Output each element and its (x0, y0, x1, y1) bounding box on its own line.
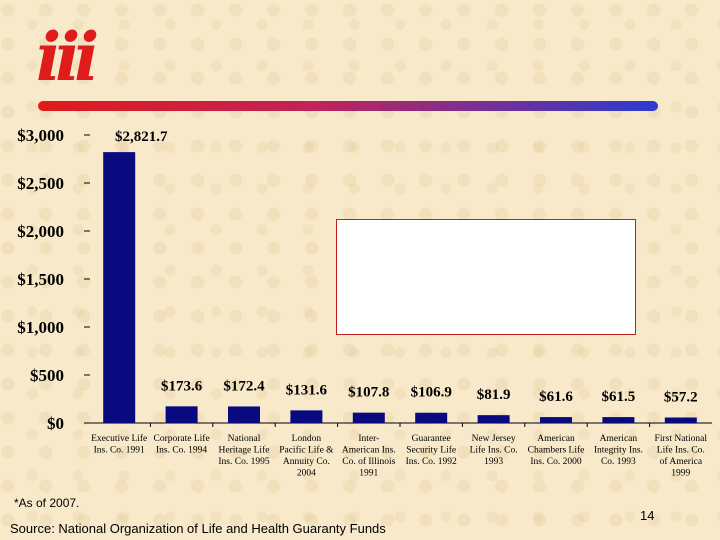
y-tick-label: $2,000 (17, 222, 64, 241)
y-tick-label: $1,000 (17, 318, 64, 337)
x-tick-label: National Heritage Life Ins. Co. 1995 (218, 434, 269, 467)
data-label: $57.2 (664, 390, 698, 406)
bar (664, 417, 697, 423)
footnote: *As of 2007. (14, 496, 80, 510)
bar (602, 417, 635, 423)
x-tick-label: American Chambers Life Ins. Co. 2000 (528, 434, 585, 467)
x-tick-label: First National Life Ins. Co. of America 199… (655, 434, 708, 479)
data-label: $61.6 (539, 389, 573, 405)
data-label: $172.4 (223, 378, 265, 394)
x-tick-label: American Integrity Ins. Co. 1993 (594, 434, 643, 467)
data-label: $107.8 (348, 385, 389, 401)
x-tick-label: Inter-American Ins. Co. of Illinois 1991 (342, 434, 396, 479)
y-tick-label: $1,500 (17, 270, 64, 289)
bar (477, 415, 510, 423)
data-label: $173.6 (161, 378, 203, 394)
bar (540, 417, 572, 423)
y-tick-label: $2,500 (17, 174, 64, 193)
y-tick-label: $500 (30, 366, 64, 385)
iii-logo: iii (36, 18, 99, 96)
x-tick-label: London Pacific Life & Annuity Co. 2004 (279, 434, 334, 479)
data-label: $131.6 (286, 382, 328, 398)
y-tick-label: $0 (47, 414, 64, 433)
data-label: $2,821.7 (115, 129, 168, 145)
data-label: $81.9 (477, 387, 511, 403)
bar (415, 412, 448, 423)
chart-labels: $2,821.7 Executive Life Ins. Co. 1991 $173.… (91, 129, 707, 479)
x-tick-label: New Jersey Life Ins. Co. 1993 (470, 434, 518, 467)
data-label: $106.9 (411, 385, 452, 401)
bar (290, 410, 323, 423)
data-label: $61.5 (602, 389, 636, 405)
bar (228, 406, 260, 423)
x-tick-label: Corporate Life Ins. Co. 1994 (154, 433, 210, 456)
x-tick-label: Guarantee Security Life Ins. Co. 1992 (406, 434, 457, 467)
blank-callout-box (336, 219, 636, 335)
y-tick-label: $3,000 (17, 126, 64, 145)
x-tick-label: Executive Life Ins. Co. 1991 (91, 433, 147, 456)
chart-bars (103, 152, 697, 423)
bar (352, 412, 385, 423)
bar (165, 406, 198, 423)
source-note: Source: National Organization of Life an… (10, 521, 386, 536)
page-number: 14 (640, 508, 655, 523)
bar (103, 152, 136, 423)
title-rule (38, 101, 658, 111)
